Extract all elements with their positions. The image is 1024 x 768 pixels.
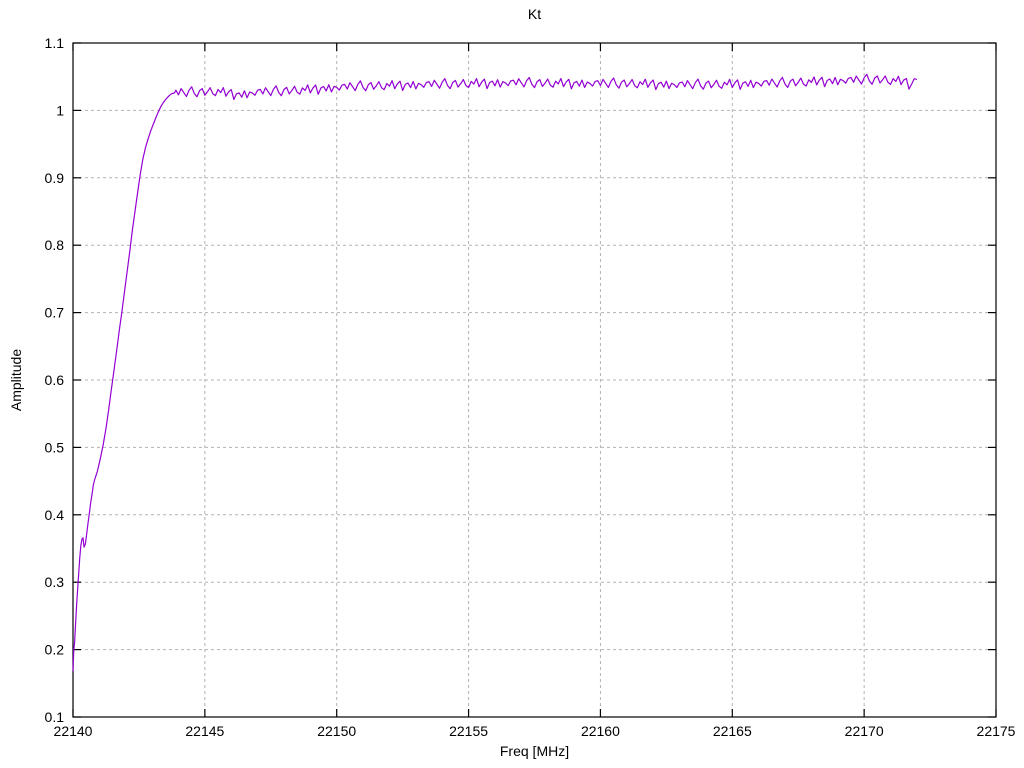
y-tick-label: 0.5 xyxy=(45,439,65,455)
x-axis-label: Freq [MHz] xyxy=(499,743,570,759)
chart-title: Kt xyxy=(527,6,542,22)
y-tick-label: 0.9 xyxy=(45,170,65,186)
x-tick-label: 22145 xyxy=(185,723,224,739)
y-tick-label: 0.6 xyxy=(45,372,65,388)
kt-curve xyxy=(72,73,918,672)
x-tick-label: 22155 xyxy=(449,723,488,739)
y-axis-label: Amplitude xyxy=(8,348,24,412)
y-tick-label: 1.1 xyxy=(45,35,65,51)
y-tick-label: 0.4 xyxy=(45,507,65,523)
x-tick-label: 22160 xyxy=(581,723,620,739)
x-tick-label: 22165 xyxy=(713,723,752,739)
x-tick-label: 22175 xyxy=(977,723,1016,739)
x-tick-label: 22170 xyxy=(845,723,884,739)
y-tick-label: 0.2 xyxy=(45,642,65,658)
y-tick-label: 0.7 xyxy=(45,305,65,321)
y-tick-label: 0.8 xyxy=(45,237,65,253)
x-tick-label: 22150 xyxy=(317,723,356,739)
y-tick-label: 0.1 xyxy=(45,709,65,725)
y-tick-label: 0.3 xyxy=(45,574,65,590)
y-tick-label: 1 xyxy=(56,102,64,118)
x-tick-label: 22140 xyxy=(54,723,93,739)
